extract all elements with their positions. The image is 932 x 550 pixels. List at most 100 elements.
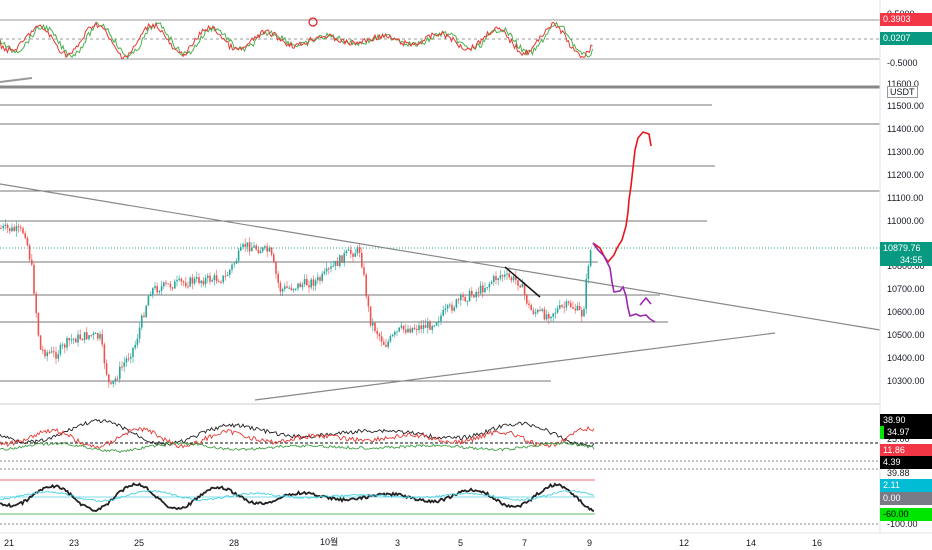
time-label-4: 10월 — [320, 537, 339, 547]
candle-body — [286, 286, 288, 288]
candle-body — [99, 334, 101, 339]
bottom-oscillator-pane[interactable] — [0, 468, 880, 525]
candle-body — [402, 325, 405, 330]
axis-label-bot-osc-high: 39.88 — [887, 468, 910, 478]
candle-body — [35, 293, 37, 314]
candle-body — [189, 277, 191, 287]
candle-body — [119, 366, 121, 379]
candle-body — [26, 237, 29, 246]
candle-body — [567, 301, 570, 304]
candle-body — [545, 314, 548, 320]
candle-body — [4, 224, 7, 226]
candle-body — [2, 225, 4, 229]
candle-body — [407, 328, 409, 333]
candle-body — [202, 280, 205, 285]
candle-body — [383, 341, 385, 345]
candle-body — [460, 294, 462, 301]
candle-body — [143, 315, 145, 317]
candle-body — [405, 329, 407, 333]
candle-body — [438, 321, 440, 323]
candle-body — [299, 283, 301, 288]
candle-body — [79, 334, 81, 340]
time-label-0: 21 — [4, 538, 15, 548]
candle-body — [301, 284, 304, 288]
candle-body — [275, 262, 277, 274]
countdown-value: 34:55 — [900, 255, 923, 265]
candle-body — [134, 344, 136, 348]
axis-label-price-9: 10600.00 — [887, 307, 925, 317]
candle-body — [418, 325, 420, 331]
candle-body — [257, 249, 260, 254]
candle-body — [589, 250, 592, 267]
candle-body — [171, 287, 174, 289]
top-oscillator-pane[interactable] — [0, 17, 880, 83]
candle-body — [97, 333, 99, 339]
time-axis[interactable]: 21 23 25 28 10월 3 5 7 9 12 14 16 — [0, 534, 880, 550]
candle-body — [224, 275, 227, 277]
candle-body — [565, 301, 568, 308]
candle-body — [583, 308, 585, 317]
candle-body — [17, 226, 20, 228]
last-price-value: 10879.76 — [883, 243, 921, 253]
candle-body — [323, 271, 326, 274]
bottom-osc-line-black — [0, 482, 595, 513]
candle-body — [121, 366, 123, 368]
candle-body — [501, 275, 504, 277]
drawn-black-line — [504, 266, 541, 298]
candle-body — [297, 283, 299, 289]
candle-body — [37, 313, 40, 336]
candle-body — [361, 252, 363, 268]
candle-body — [218, 281, 220, 283]
top-osc-tag-red: 0.3903 — [880, 13, 932, 26]
axis-label-price-4: 11200.00 — [887, 170, 924, 180]
candle-body — [539, 309, 541, 311]
candle-body — [587, 266, 590, 280]
candle-body — [86, 332, 88, 340]
candle-body — [213, 275, 216, 281]
candle-body — [493, 276, 495, 282]
candle-body — [308, 285, 310, 288]
candle-body — [380, 336, 383, 342]
candle-body — [130, 356, 132, 359]
candle-body — [191, 277, 194, 284]
candle-body — [182, 281, 185, 283]
candle-body — [339, 255, 341, 267]
time-label-2: 25 — [134, 538, 145, 548]
candle-body — [187, 286, 189, 288]
candle-body — [581, 309, 583, 317]
candle-body — [543, 309, 546, 320]
time-label-6: 5 — [458, 538, 464, 548]
candle-body — [53, 351, 55, 353]
candle-body — [517, 280, 519, 286]
candle-body — [180, 278, 183, 282]
mid-osc-line-red — [0, 425, 595, 450]
candle-body — [319, 277, 321, 281]
candle-body — [237, 250, 240, 261]
candle-body — [15, 226, 18, 231]
candle-body — [156, 286, 158, 293]
candle-body — [473, 294, 475, 298]
candle-body — [350, 249, 352, 254]
candle-body — [114, 378, 117, 382]
candle-body — [365, 274, 367, 297]
candle-body — [268, 247, 271, 252]
mid-osc-line-green — [0, 441, 595, 454]
price-pane[interactable] — [0, 104, 881, 401]
candle-body — [330, 266, 332, 269]
candle-body — [167, 283, 169, 285]
candle-body — [352, 253, 354, 257]
candle-body — [270, 247, 273, 255]
candle-body — [123, 362, 125, 367]
candle-body — [279, 282, 282, 292]
trendline-descending — [0, 183, 881, 331]
candle-body — [457, 299, 460, 301]
candle-body — [398, 327, 400, 332]
candle-body — [110, 382, 112, 384]
candle-body — [541, 309, 543, 311]
mid-oscillator-pane[interactable] — [0, 403, 880, 462]
candle-body — [548, 314, 550, 319]
candle-body — [532, 310, 535, 314]
candle-body — [442, 309, 444, 316]
candle-body — [231, 264, 233, 270]
